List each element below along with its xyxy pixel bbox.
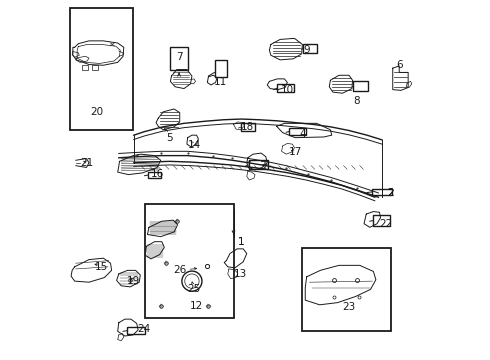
Text: 9: 9 <box>303 45 310 55</box>
Text: 1: 1 <box>237 237 244 247</box>
Text: 12: 12 <box>190 301 203 311</box>
Text: 10: 10 <box>281 85 294 95</box>
Bar <box>289 128 306 135</box>
Bar <box>215 59 227 77</box>
Text: 3: 3 <box>259 161 266 171</box>
Bar <box>302 248 392 331</box>
Bar <box>277 84 294 92</box>
Text: 25: 25 <box>188 284 201 294</box>
Text: 18: 18 <box>241 122 254 132</box>
Text: 16: 16 <box>150 168 164 179</box>
Text: 26: 26 <box>173 265 186 275</box>
Bar <box>148 172 161 178</box>
Text: 8: 8 <box>354 96 360 106</box>
Text: 11: 11 <box>214 77 227 87</box>
Bar <box>145 204 234 318</box>
Text: 19: 19 <box>126 276 140 286</box>
Bar <box>248 160 269 169</box>
Text: 17: 17 <box>289 147 302 157</box>
Bar <box>92 64 98 69</box>
Text: 21: 21 <box>80 158 93 168</box>
Bar <box>127 327 145 334</box>
Text: 24: 24 <box>137 324 150 334</box>
Text: 2: 2 <box>388 188 394 198</box>
Text: 6: 6 <box>396 60 402 70</box>
Bar <box>82 64 88 69</box>
Bar <box>373 215 390 226</box>
Text: 15: 15 <box>95 262 108 272</box>
Text: 14: 14 <box>188 140 201 150</box>
Text: 7: 7 <box>176 52 183 62</box>
Text: 5: 5 <box>167 133 173 143</box>
Bar <box>372 189 392 195</box>
Bar <box>242 123 255 131</box>
Bar <box>303 44 317 53</box>
Bar <box>170 47 188 69</box>
Bar <box>70 8 133 130</box>
Bar <box>353 81 368 91</box>
Text: 13: 13 <box>234 269 247 279</box>
Text: 1: 1 <box>237 237 244 247</box>
Text: 2: 2 <box>388 188 394 198</box>
Text: 23: 23 <box>343 302 356 312</box>
Text: 20: 20 <box>91 107 104 117</box>
Text: 22: 22 <box>379 219 392 229</box>
Text: 4: 4 <box>299 129 306 139</box>
